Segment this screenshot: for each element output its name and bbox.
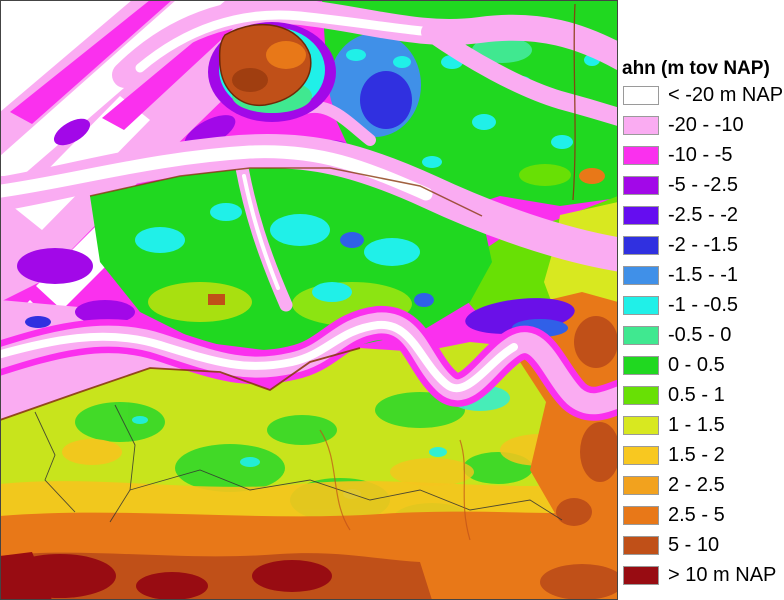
legend-swatch: [623, 175, 659, 195]
elevation-map-canvas: [0, 0, 618, 600]
legend-swatch: [623, 505, 659, 525]
legend-swatch: [623, 265, 659, 285]
legend-label: 5 - 10: [668, 534, 720, 556]
legend-label: 0 - 0.5: [668, 354, 725, 376]
bottom-elevation-bands: [0, 481, 618, 600]
legend-label: 2.5 - 5: [668, 504, 725, 526]
legend-item: -0.5 - 0: [623, 320, 783, 350]
legend-label: > 10 m NAP: [668, 564, 777, 586]
legend-swatch: [623, 565, 659, 585]
north-island: [208, 22, 336, 122]
legend-item: -1 - -0.5: [623, 290, 783, 320]
elevation-map: [0, 0, 618, 600]
boundary-lines: [0, 3, 576, 541]
legend-label: -2.5 - -2: [668, 204, 739, 226]
legend-item: -2.5 - -2: [623, 200, 783, 230]
legend-swatch: [623, 235, 659, 255]
legend-item: 1 - 1.5: [623, 410, 783, 440]
legend-swatch: [623, 325, 659, 345]
legend-swatch: [623, 115, 659, 135]
legend-label: -20 - -10: [668, 114, 744, 136]
legend-item: > 10 m NAP: [623, 560, 783, 590]
legend-swatch: [623, 145, 659, 165]
legend-label: -2 - -1.5: [668, 234, 739, 256]
legend-item: -10 - -5: [623, 140, 783, 170]
legend-label: -10 - -5: [668, 144, 733, 166]
legend-swatch: [623, 295, 659, 315]
legend-item: 2 - 2.5: [623, 470, 783, 500]
legend-item: -1.5 - -1: [623, 260, 783, 290]
legend-label: 1 - 1.5: [668, 414, 725, 436]
legend-swatch: [623, 535, 659, 555]
legend-label: 0.5 - 1: [668, 384, 725, 406]
legend-label: -5 - -2.5: [668, 174, 739, 196]
legend-item: 5 - 10: [623, 530, 783, 560]
legend-items: < -20 m NAP -20 - -10 -10 - -5 -5 - -2.5 -2.…: [623, 80, 783, 590]
legend-swatch: [623, 205, 659, 225]
village-patch: [208, 294, 225, 305]
legend-item: 2.5 - 5: [623, 500, 783, 530]
legend-title: ahn (m tov NAP): [622, 58, 770, 79]
legend-swatch: [623, 85, 659, 105]
legend-panel: ahn (m tov NAP) < -20 m NAP -20 - -10 -10 …: [618, 0, 784, 600]
rivers: [0, 0, 618, 421]
river-north-branch: [421, 23, 618, 127]
legend-swatch: [623, 445, 659, 465]
legend-label: < -20 m NAP: [668, 84, 784, 106]
legend-swatch: [623, 475, 659, 495]
landmass-topright: [322, 0, 618, 212]
legend-item: -2 - -1.5: [623, 230, 783, 260]
legend-label: -1.5 - -1: [668, 264, 739, 286]
legend-swatch: [623, 385, 659, 405]
legend-label: -1 - -0.5: [668, 294, 739, 316]
legend-label: -0.5 - 0: [668, 324, 732, 346]
legend-swatch: [623, 355, 659, 375]
legend-label: 2 - 2.5: [668, 474, 725, 496]
legend-swatch: [623, 415, 659, 435]
legend-label: 1.5 - 2: [668, 444, 725, 466]
legend-item: -5 - -2.5: [623, 170, 783, 200]
legend-item: 1.5 - 2: [623, 440, 783, 470]
legend-item: < -20 m NAP: [623, 80, 783, 110]
legend-item: 0.5 - 1: [623, 380, 783, 410]
legend-item: -20 - -10: [623, 110, 783, 140]
legend-item: 0 - 0.5: [623, 350, 783, 380]
